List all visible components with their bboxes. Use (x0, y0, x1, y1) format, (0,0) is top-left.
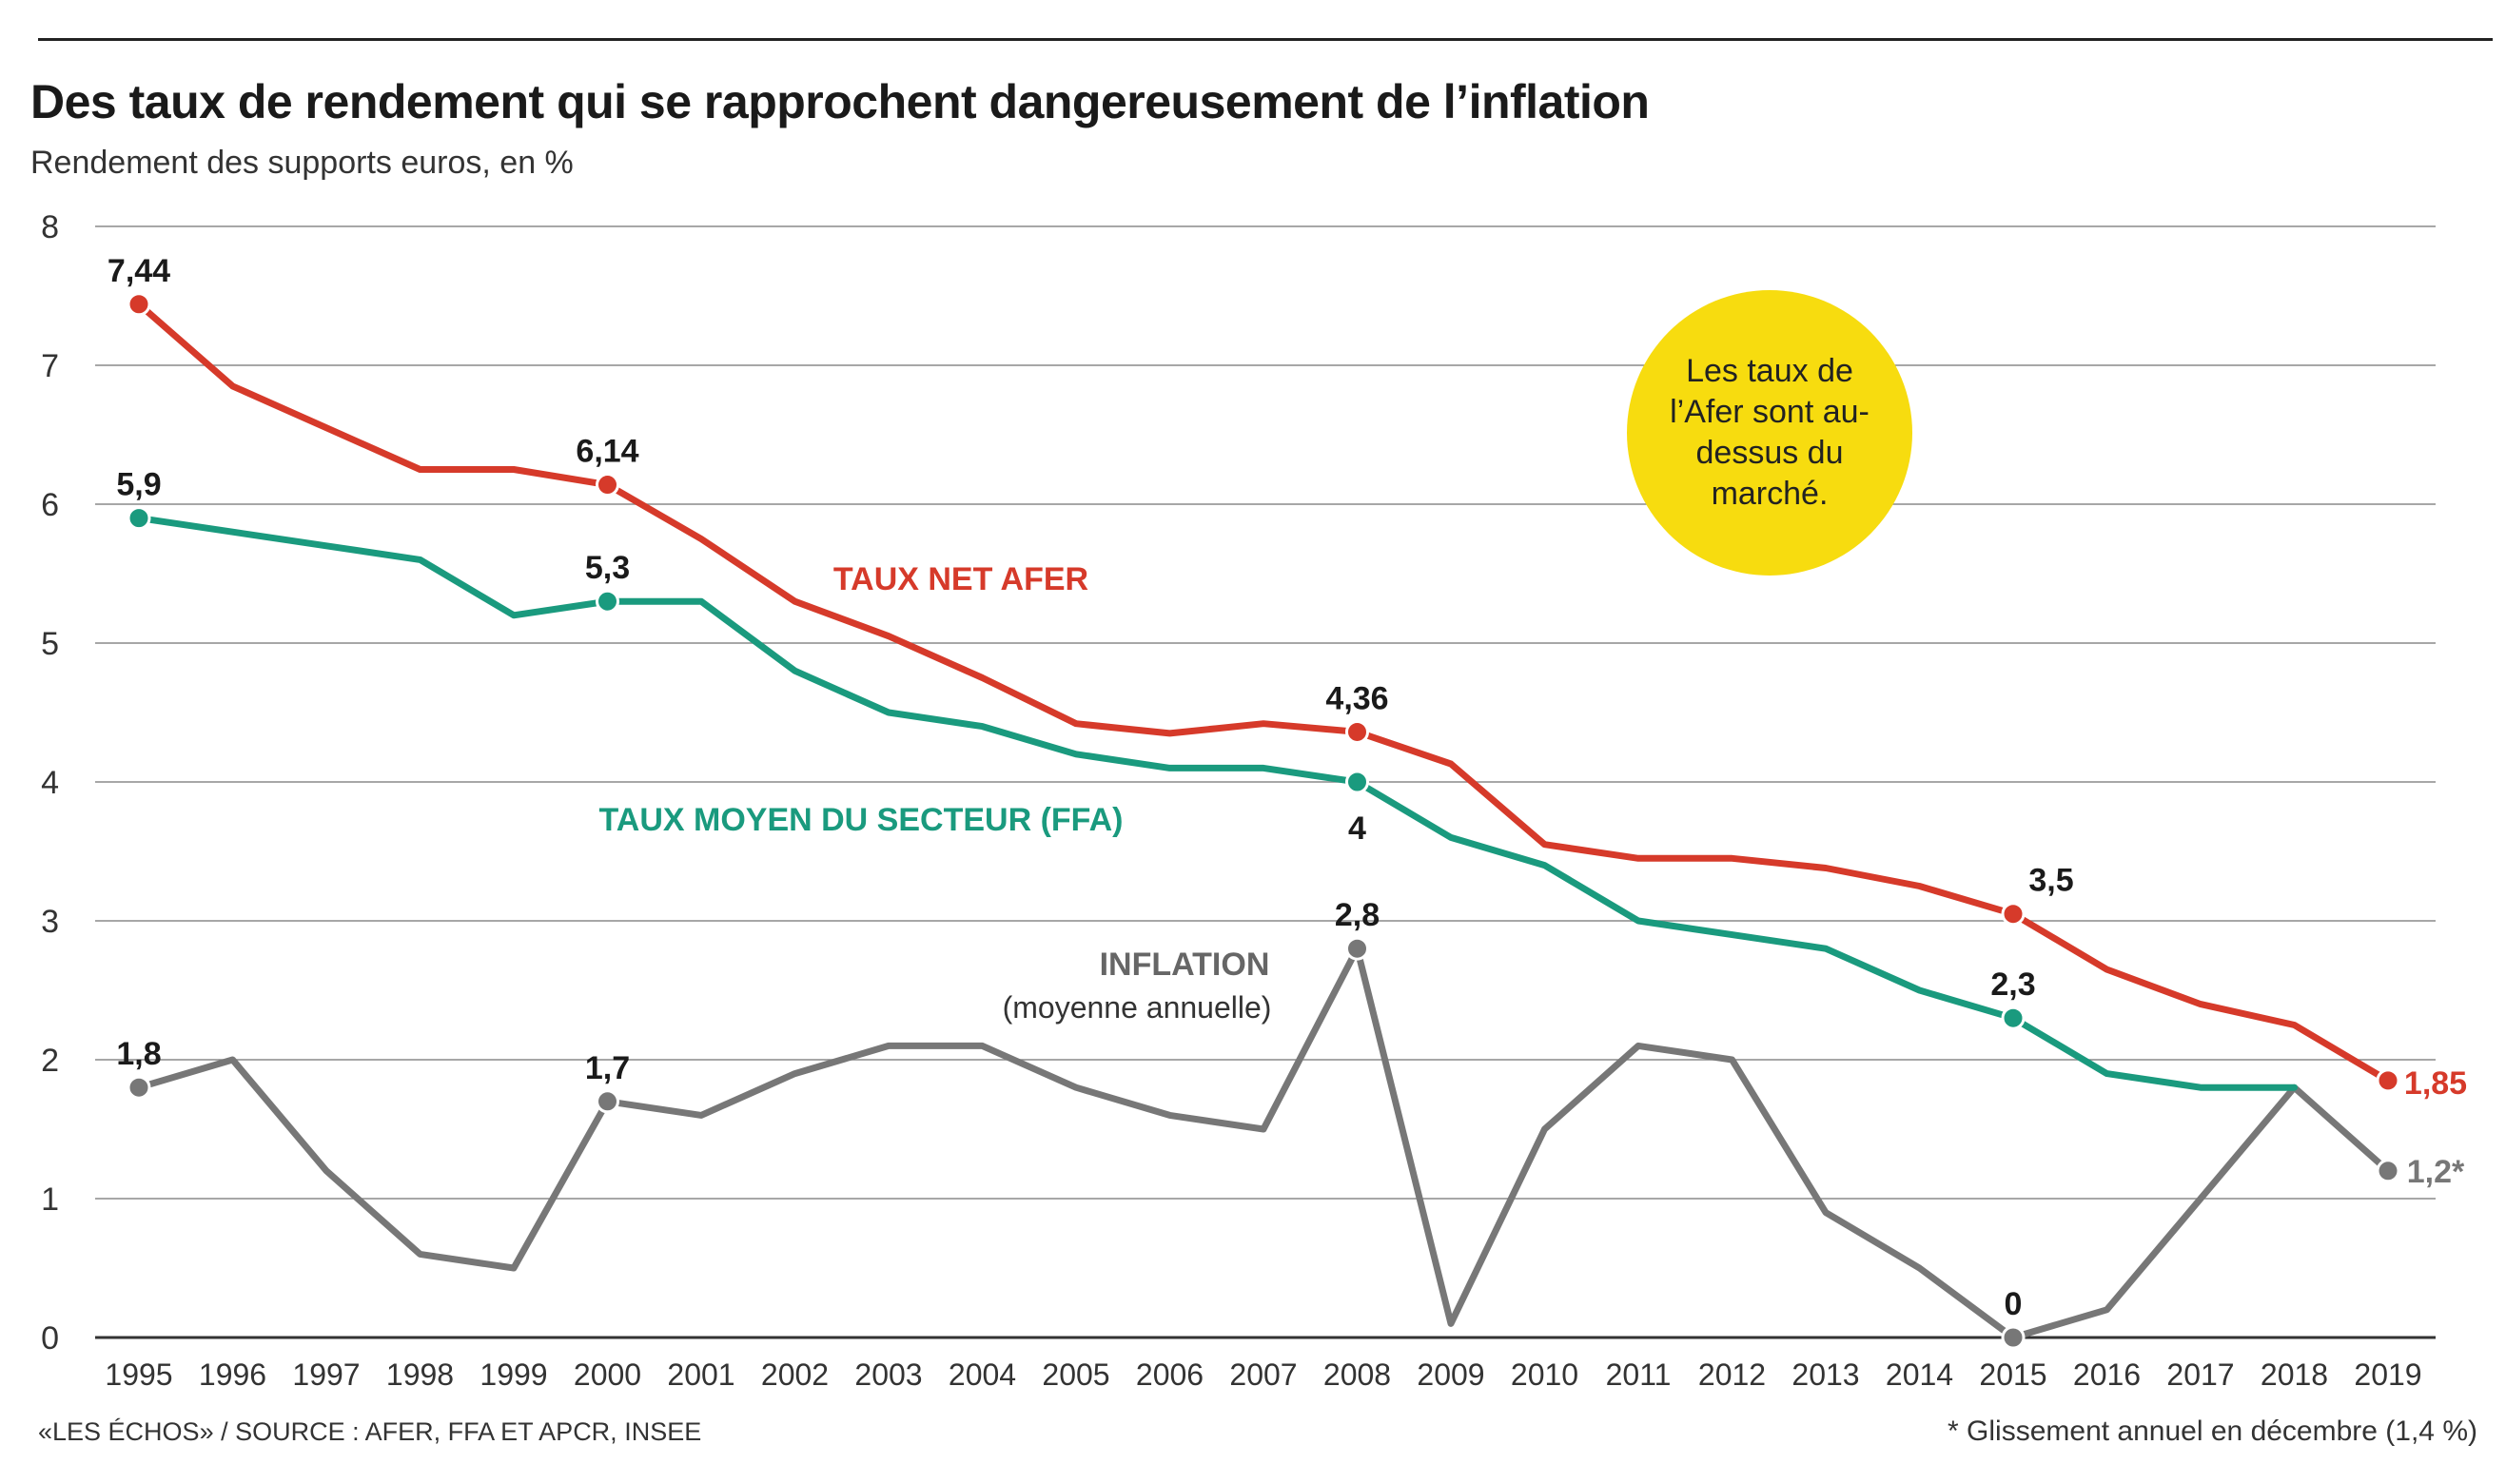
x-tick-label: 2003 (854, 1357, 922, 1392)
x-tick-label: 1998 (386, 1357, 454, 1392)
x-tick-label: 2009 (1417, 1357, 1484, 1392)
y-tick-label: 1 (41, 1181, 59, 1218)
data-point (2376, 1159, 2400, 1183)
x-tick-label: 2011 (1606, 1357, 1672, 1392)
x-tick-label: 2013 (1791, 1357, 1859, 1392)
data-point (127, 292, 151, 317)
x-tick-label: 2004 (949, 1357, 1016, 1392)
data-point (1345, 936, 1369, 961)
x-tick-label: 1999 (480, 1357, 547, 1392)
chart-subtitle: Rendement des supports euros, en % (30, 145, 574, 181)
y-tick-label: 7 (41, 348, 59, 384)
data-point (127, 1075, 151, 1100)
x-tick-label: 2001 (667, 1357, 734, 1392)
data-point (596, 589, 619, 614)
series-label-afer: TAUX NET AFER (833, 561, 1088, 597)
data-label: 0 (2005, 1286, 2023, 1322)
series-label-inflation: INFLATION (1100, 947, 1270, 983)
y-tick-label: 8 (41, 209, 59, 245)
data-point (2376, 1068, 2400, 1093)
annotation-text: Les taux de l’Afer sont au-dessus du mar… (1670, 353, 1870, 512)
x-tick-label: 1997 (292, 1357, 360, 1392)
x-tick-label: 2019 (2354, 1357, 2421, 1392)
y-tick-label: 3 (41, 904, 59, 940)
x-tick-label: 1995 (105, 1357, 172, 1392)
source-note: «LES ÉCHOS» / SOURCE : AFER, FFA ET APCR… (38, 1417, 702, 1446)
data-label: 6,14 (576, 434, 638, 470)
y-tick-label: 4 (41, 765, 59, 801)
data-label: 1,7 (585, 1050, 630, 1086)
y-tick-label: 6 (41, 487, 59, 523)
data-label: 2,3 (1990, 967, 2035, 1003)
data-point (2001, 1325, 2026, 1350)
top-rule (38, 38, 2493, 41)
data-point (596, 473, 619, 498)
footnote: * Glissement annuel en décembre (1,4 %) (1948, 1416, 2477, 1447)
series-label-ffa: TAUX MOYEN DU SECTEUR (FFA) (599, 802, 1124, 838)
x-tick-label: 2000 (574, 1357, 641, 1392)
data-point (2001, 902, 2026, 927)
chart-title: Des taux de rendement qui se rapprochent… (30, 75, 1650, 128)
data-label: 4,36 (1325, 680, 1388, 716)
series-sublabel-inflation: (moyenne annuelle) (1003, 990, 1272, 1025)
x-tick-label: 1996 (199, 1357, 266, 1392)
data-label: 1,8 (116, 1036, 161, 1072)
data-point (1345, 719, 1369, 744)
x-tick-label: 2015 (1979, 1357, 2046, 1392)
x-tick-label: 2017 (2166, 1357, 2234, 1392)
annotation-bubble: Les taux de l’Afer sont au-dessus du mar… (1627, 290, 1912, 576)
x-tick-label: 2016 (2073, 1357, 2141, 1392)
series-line (135, 515, 2298, 1091)
x-tick-label: 2007 (1229, 1357, 1297, 1392)
data-label: 1,85 (2404, 1065, 2467, 1102)
x-tick-label: 2002 (761, 1357, 829, 1392)
x-tick-label: 2018 (2261, 1357, 2328, 1392)
data-label: 2,8 (1335, 897, 1380, 933)
y-tick-label: 2 (41, 1043, 59, 1079)
data-label: 4 (1348, 810, 1366, 847)
x-tick-label: 2010 (1511, 1357, 1578, 1392)
data-label: 5,9 (116, 467, 161, 503)
data-point (596, 1089, 619, 1114)
data-label: 1,2* (2407, 1154, 2465, 1190)
x-tick-label: 2005 (1042, 1357, 1109, 1392)
x-tick-label: 2008 (1323, 1357, 1391, 1392)
x-tick-label: 2012 (1698, 1357, 1766, 1392)
data-label: 3,5 (2028, 863, 2073, 899)
x-tick-label: 2006 (1136, 1357, 1204, 1392)
y-tick-label: 0 (41, 1320, 59, 1357)
data-point (1345, 770, 1369, 794)
x-tick-label: 2014 (1886, 1357, 1953, 1392)
data-label: 5,3 (585, 550, 630, 586)
y-tick-label: 5 (41, 626, 59, 662)
data-point (2001, 1006, 2026, 1030)
data-point (127, 506, 151, 531)
data-label: 7,44 (108, 253, 170, 289)
